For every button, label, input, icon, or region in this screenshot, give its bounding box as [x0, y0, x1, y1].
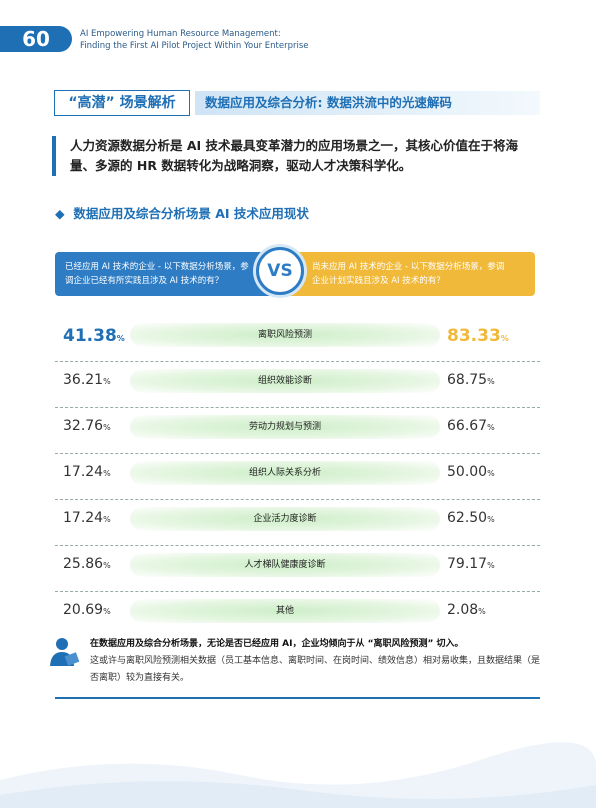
- value: 32.76: [63, 418, 104, 434]
- value: 68.75: [447, 372, 488, 388]
- row: 32.76% 劳动力规划与预测 66.67%: [55, 408, 540, 454]
- unit: %: [116, 334, 125, 343]
- intro-text: 人力资源数据分析是 AI 技术最具变革潜力的应用场景之一，其核心价值在于将海量、…: [52, 136, 537, 176]
- right-banner: 尚未应用 AI 技术的企业 - 以下数据分析场景，参调企业计划实践且涉及 AI …: [290, 252, 535, 296]
- row: 41.38% 离职风险预测 83.33%: [55, 316, 540, 362]
- value: 17.24: [63, 464, 104, 480]
- value: 17.24: [63, 510, 104, 526]
- left-value: 20.69%: [63, 602, 111, 618]
- left-value: 25.86%: [63, 556, 111, 572]
- right-value: 2.08%: [447, 602, 486, 618]
- right-value: 79.17%: [447, 556, 495, 572]
- row: 36.21% 组织效能诊断 68.75%: [55, 362, 540, 408]
- row: 17.24% 组织人际关系分析 50.00%: [55, 454, 540, 500]
- right-value: 68.75%: [447, 372, 495, 388]
- value: 79.17: [447, 556, 488, 572]
- unit: %: [487, 515, 495, 524]
- scenario-name: 劳动力规划与预测: [130, 415, 440, 439]
- diamond: ◆: [55, 206, 65, 221]
- divider: [55, 591, 540, 592]
- unit: %: [103, 423, 111, 432]
- unit: %: [487, 377, 495, 386]
- header-line: AI Empowering Human Resource Management:: [80, 29, 281, 39]
- unit: %: [487, 423, 495, 432]
- unit: %: [500, 334, 509, 343]
- left-value: 32.76%: [63, 418, 111, 434]
- header-line: Finding the First AI Pilot Project Withi…: [80, 41, 309, 51]
- value: 66.67: [447, 418, 488, 434]
- unit: %: [103, 515, 111, 524]
- value: 2.08: [447, 602, 479, 618]
- value: 25.86: [63, 556, 104, 572]
- note-text: 这或许与离职风险预测相关数据（员工基本信息、离职时间、在岗时间、绩效信息）相对易…: [90, 656, 541, 683]
- row: 17.24% 企业活力度诊断 62.50%: [55, 500, 540, 546]
- divider: [55, 545, 540, 546]
- note: 在数据应用及综合分析场景，无论是否已经应用 AI，企业均倾向于从 “离职风险预测…: [90, 636, 540, 687]
- scenario-name: 企业活力度诊断: [130, 507, 440, 531]
- left-value: 41.38%: [63, 326, 125, 346]
- header-title: AI Empowering Human Resource Management:…: [80, 28, 309, 52]
- rule: [55, 697, 540, 699]
- value: 50.00: [447, 464, 488, 480]
- scenario-name: 人才梯队健康度诊断: [130, 553, 440, 577]
- left-value: 36.21%: [63, 372, 111, 388]
- section-tag: “高潜” 场景解析: [54, 90, 190, 116]
- value: 20.69: [63, 602, 104, 618]
- right-value: 62.50%: [447, 510, 495, 526]
- value: 41.38: [63, 326, 117, 346]
- right-value: 83.33%: [447, 326, 509, 346]
- unit: %: [103, 469, 111, 478]
- right-value: 66.67%: [447, 418, 495, 434]
- unit: %: [103, 607, 111, 616]
- subheading-text: 数据应用及综合分析场景 AI 技术应用现状: [73, 206, 309, 221]
- unit: %: [487, 469, 495, 478]
- scenario-name: 离职风险预测: [130, 323, 440, 347]
- divider: [55, 453, 540, 454]
- unit: %: [478, 607, 486, 616]
- bottom-decoration: [0, 742, 596, 808]
- unit: %: [103, 561, 111, 570]
- vs-badge: VS: [256, 247, 304, 295]
- scenario-name: 其他: [130, 599, 440, 623]
- note-bold: 在数据应用及综合分析场景，无论是否已经应用 AI，企业均倾向于从 “离职风险预测…: [90, 639, 464, 649]
- value: 83.33: [447, 326, 501, 346]
- row: 25.86% 人才梯队健康度诊断 79.17%: [55, 546, 540, 592]
- page-number: 60: [0, 26, 72, 52]
- subheading: ◆ 数据应用及综合分析场景 AI 技术应用现状: [55, 203, 309, 222]
- right-value: 50.00%: [447, 464, 495, 480]
- person-icon: [50, 638, 80, 666]
- scenario-name: 组织效能诊断: [130, 369, 440, 393]
- left-value: 17.24%: [63, 510, 111, 526]
- divider: [55, 499, 540, 500]
- value: 36.21: [63, 372, 104, 388]
- left-value: 17.24%: [63, 464, 111, 480]
- section-title: 数据应用及综合分析: 数据洪流中的光速解码: [195, 91, 540, 115]
- row: 20.69% 其他 2.08%: [55, 592, 540, 638]
- divider: [55, 361, 540, 362]
- left-banner: 已经应用 AI 技术的企业 - 以下数据分析场景，参调企业已经有所实践且涉及 A…: [55, 252, 280, 296]
- unit: %: [487, 561, 495, 570]
- value: 62.50: [447, 510, 488, 526]
- scenario-name: 组织人际关系分析: [130, 461, 440, 485]
- divider: [55, 407, 540, 408]
- unit: %: [103, 377, 111, 386]
